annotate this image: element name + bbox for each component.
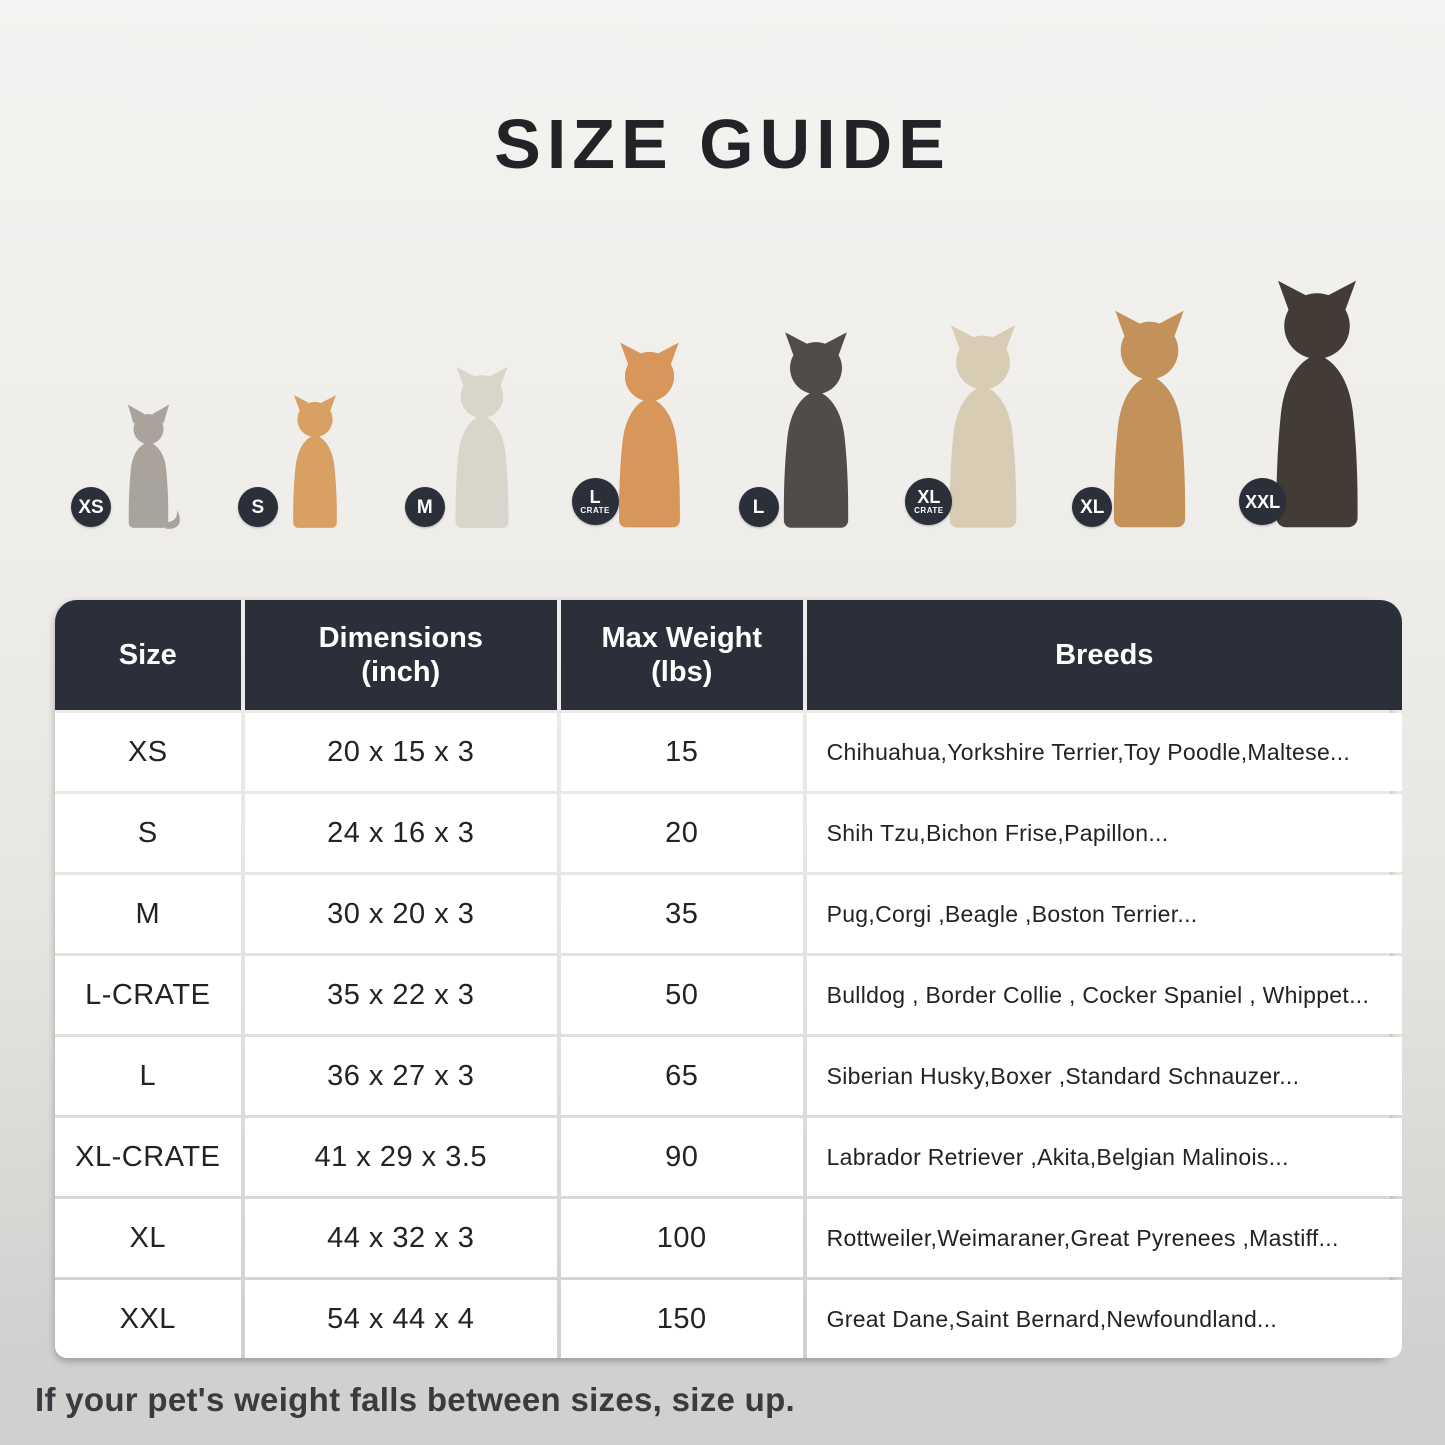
- size-table: Size Dimensions (inch) Max Weight (lbs) …: [55, 600, 1402, 1358]
- dimensions-value: 35 x 22 x 3: [244, 956, 557, 1034]
- pet-golden-retriever: XL: [1066, 277, 1233, 529]
- col-header-dimensions: Dimensions (inch): [244, 600, 557, 710]
- size-value: XXL: [55, 1280, 241, 1358]
- cat-silhouette-icon: [109, 402, 188, 529]
- dimensions-value: 54 x 44 x 4: [244, 1280, 557, 1358]
- breeds-value: Labrador Retriever ,Akita,Belgian Malino…: [806, 1118, 1402, 1196]
- pet-french-bulldog: M: [399, 277, 566, 529]
- max-weight-value: 20: [560, 794, 803, 872]
- col-header-breeds: Breeds: [806, 600, 1402, 710]
- size-badge-xl: XL: [1072, 487, 1113, 527]
- pet-pomeranian: S: [232, 277, 399, 529]
- pet-shiba-inu: L CRATE: [566, 277, 733, 529]
- dimensions-value: 36 x 27 x 3: [244, 1037, 557, 1115]
- size-badge-xl-crate: XL CRATE: [905, 478, 953, 525]
- col-header-max-weight: Max Weight (lbs): [560, 600, 803, 710]
- breeds-value: Bulldog , Border Collie , Cocker Spaniel…: [806, 956, 1402, 1034]
- breeds-value: Great Dane,Saint Bernard,Newfoundland...: [806, 1280, 1402, 1358]
- table-header-row: Size Dimensions (inch) Max Weight (lbs) …: [55, 600, 1402, 710]
- table-row-l-crate: L-CRATE 35 x 22 x 3 50 Bulldog , Border …: [55, 956, 1402, 1034]
- dimensions-value: 41 x 29 x 3.5: [244, 1118, 557, 1196]
- dimensions-value: 30 x 20 x 3: [244, 875, 557, 953]
- dimensions-value: 20 x 15 x 3: [244, 713, 557, 791]
- size-badge-xs: XS: [71, 487, 111, 527]
- breeds-value: Shih Tzu,Bichon Frise,Papillon...: [806, 794, 1402, 872]
- breeds-value: Pug,Corgi ,Beagle ,Boston Terrier...: [806, 875, 1402, 953]
- size-badge-l: L: [738, 487, 779, 527]
- table-row-xs: XS 20 x 15 x 3 15 Chihuahua,Yorkshire Te…: [55, 713, 1402, 791]
- pet-size-row: XS S M L CRATE: [65, 277, 1400, 529]
- max-weight-value: 65: [560, 1037, 803, 1115]
- page-title: SIZE GUIDE: [494, 105, 951, 183]
- size-value: L-CRATE: [55, 956, 241, 1034]
- dog-silhouette-icon: [431, 366, 533, 529]
- sizing-note: If your pet's weight falls between sizes…: [35, 1381, 796, 1418]
- size-badge-m: M: [404, 487, 445, 527]
- max-weight-value: 150: [560, 1280, 803, 1358]
- pet-border-collie: L: [733, 277, 900, 529]
- breeds-value: Rottweiler,Weimaraner,Great Pyrenees ,Ma…: [806, 1199, 1402, 1277]
- dimensions-value: 44 x 32 x 3: [244, 1199, 557, 1277]
- max-weight-value: 15: [560, 713, 803, 791]
- breeds-value: Siberian Husky,Boxer ,Standard Schnauzer…: [806, 1037, 1402, 1115]
- max-weight-value: 100: [560, 1199, 803, 1277]
- size-value: XL-CRATE: [55, 1118, 241, 1196]
- size-value: M: [55, 875, 241, 953]
- max-weight-value: 35: [560, 875, 803, 953]
- pet-labrador: XL CRATE: [899, 277, 1066, 529]
- size-value: XS: [55, 713, 241, 791]
- dog-silhouette-icon: [273, 394, 357, 529]
- table-row-l: L 36 x 27 x 3 65 Siberian Husky,Boxer ,S…: [55, 1037, 1402, 1115]
- table-row-m: M 30 x 20 x 3 35 Pug,Corgi ,Beagle ,Bost…: [55, 875, 1402, 953]
- table-row-xl-crate: XL-CRATE 41 x 29 x 3.5 90 Labrador Retri…: [55, 1118, 1402, 1196]
- table-row-s: S 24 x 16 x 3 20 Shih Tzu,Bichon Frise,P…: [55, 794, 1402, 872]
- pet-doberman: XXL: [1233, 277, 1400, 529]
- pet-cat: XS: [65, 277, 232, 529]
- max-weight-value: 50: [560, 956, 803, 1034]
- breeds-value: Chihuahua,Yorkshire Terrier,Toy Poodle,M…: [806, 713, 1402, 791]
- col-header-size: Size: [55, 600, 241, 710]
- size-value: S: [55, 794, 241, 872]
- size-badge-l-crate: L CRATE: [571, 478, 619, 525]
- table-row-xl: XL 44 x 32 x 3 100 Rottweiler,Weimaraner…: [55, 1199, 1402, 1277]
- size-value: XL: [55, 1199, 241, 1277]
- size-badge-s: S: [237, 487, 278, 527]
- table-body: XS 20 x 15 x 3 15 Chihuahua,Yorkshire Te…: [55, 713, 1402, 1358]
- table-row-xxl: XXL 54 x 44 x 4 150 Great Dane,Saint Ber…: [55, 1280, 1402, 1358]
- size-badge-xxl: XXL: [1239, 478, 1287, 525]
- dimensions-value: 24 x 16 x 3: [244, 794, 557, 872]
- size-value: L: [55, 1037, 241, 1115]
- max-weight-value: 90: [560, 1118, 803, 1196]
